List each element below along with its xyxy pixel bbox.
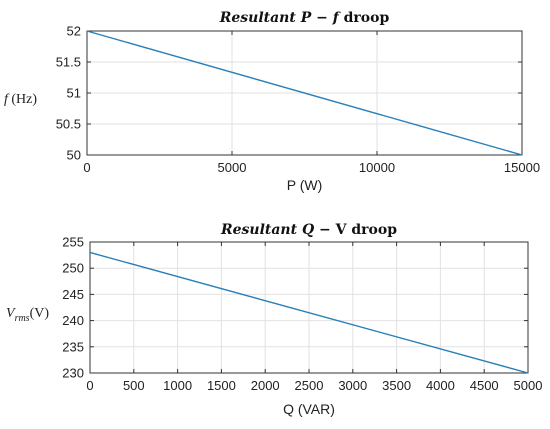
chart-title: Resultant Q − V droop bbox=[220, 222, 397, 238]
x-tick-label: 2500 bbox=[295, 378, 324, 393]
title-part: droop bbox=[339, 10, 390, 26]
x-tick-label: 5000 bbox=[218, 160, 247, 175]
x-tick-label: 10000 bbox=[359, 160, 395, 175]
title-part: Q bbox=[302, 222, 314, 238]
y-label-unit: (Hz) bbox=[8, 92, 37, 107]
x-tick-label: 5000 bbox=[514, 378, 543, 393]
y-tick-label: 51.5 bbox=[56, 55, 81, 70]
title-part: − V droop bbox=[314, 222, 397, 238]
y-tick-label: 250 bbox=[62, 261, 84, 276]
title-part: Resultant bbox=[220, 222, 302, 238]
chart-1: 0 500 1000 1500 2000 2500 3000 3500 4000 4500 5000… bbox=[6, 222, 542, 417]
x-axis-label: Q (VAR) bbox=[283, 401, 335, 417]
y-tick-label: 50.5 bbox=[56, 117, 81, 132]
series-line-0 bbox=[86, 30, 523, 156]
y-tick-label: 235 bbox=[62, 339, 84, 354]
chart-0: 0 5000 10000 15000 50 50.5 51 51.5 52 Resultant P… bbox=[4, 10, 540, 193]
title-part: − bbox=[311, 10, 332, 26]
y-tick-label: 245 bbox=[62, 287, 84, 302]
y-tick-label: 51 bbox=[67, 86, 81, 101]
y-tick-label: 255 bbox=[62, 235, 84, 250]
x-tick-label: 1000 bbox=[163, 378, 192, 393]
x-tick-label: 500 bbox=[123, 378, 145, 393]
y-axis-label: f (Hz) bbox=[4, 92, 37, 107]
title-part: P bbox=[300, 10, 312, 26]
x-tick-label: 1500 bbox=[207, 378, 236, 393]
y-label-symbol: f bbox=[4, 92, 10, 107]
y-tick-label: 230 bbox=[62, 366, 84, 381]
x-tick-label: 0 bbox=[83, 160, 90, 175]
x-tick-label: 4500 bbox=[470, 378, 499, 393]
y-tick-label: 240 bbox=[62, 313, 84, 328]
x-tick-label: 3500 bbox=[382, 378, 411, 393]
y-label-symbol: V bbox=[6, 306, 16, 321]
y-tick-label: 52 bbox=[67, 24, 81, 39]
y-label-unit: (V) bbox=[30, 306, 50, 321]
x-tick-label: 15000 bbox=[504, 160, 540, 175]
series-line-0 bbox=[89, 251, 529, 374]
chart-title: Resultant P − f droop bbox=[219, 10, 390, 26]
y-label-subscript: rms bbox=[15, 313, 30, 324]
y-tick-label: 50 bbox=[67, 148, 81, 163]
title-part: Resultant bbox=[219, 10, 301, 26]
x-axis-label: P (W) bbox=[287, 177, 323, 193]
x-tick-label: 0 bbox=[86, 378, 93, 393]
y-axis-label: Vrms(V) bbox=[6, 306, 49, 324]
x-tick-label: 4000 bbox=[426, 378, 455, 393]
title-part: f bbox=[332, 10, 342, 26]
x-tick-label: 3000 bbox=[338, 378, 367, 393]
x-tick-label: 2000 bbox=[251, 378, 280, 393]
